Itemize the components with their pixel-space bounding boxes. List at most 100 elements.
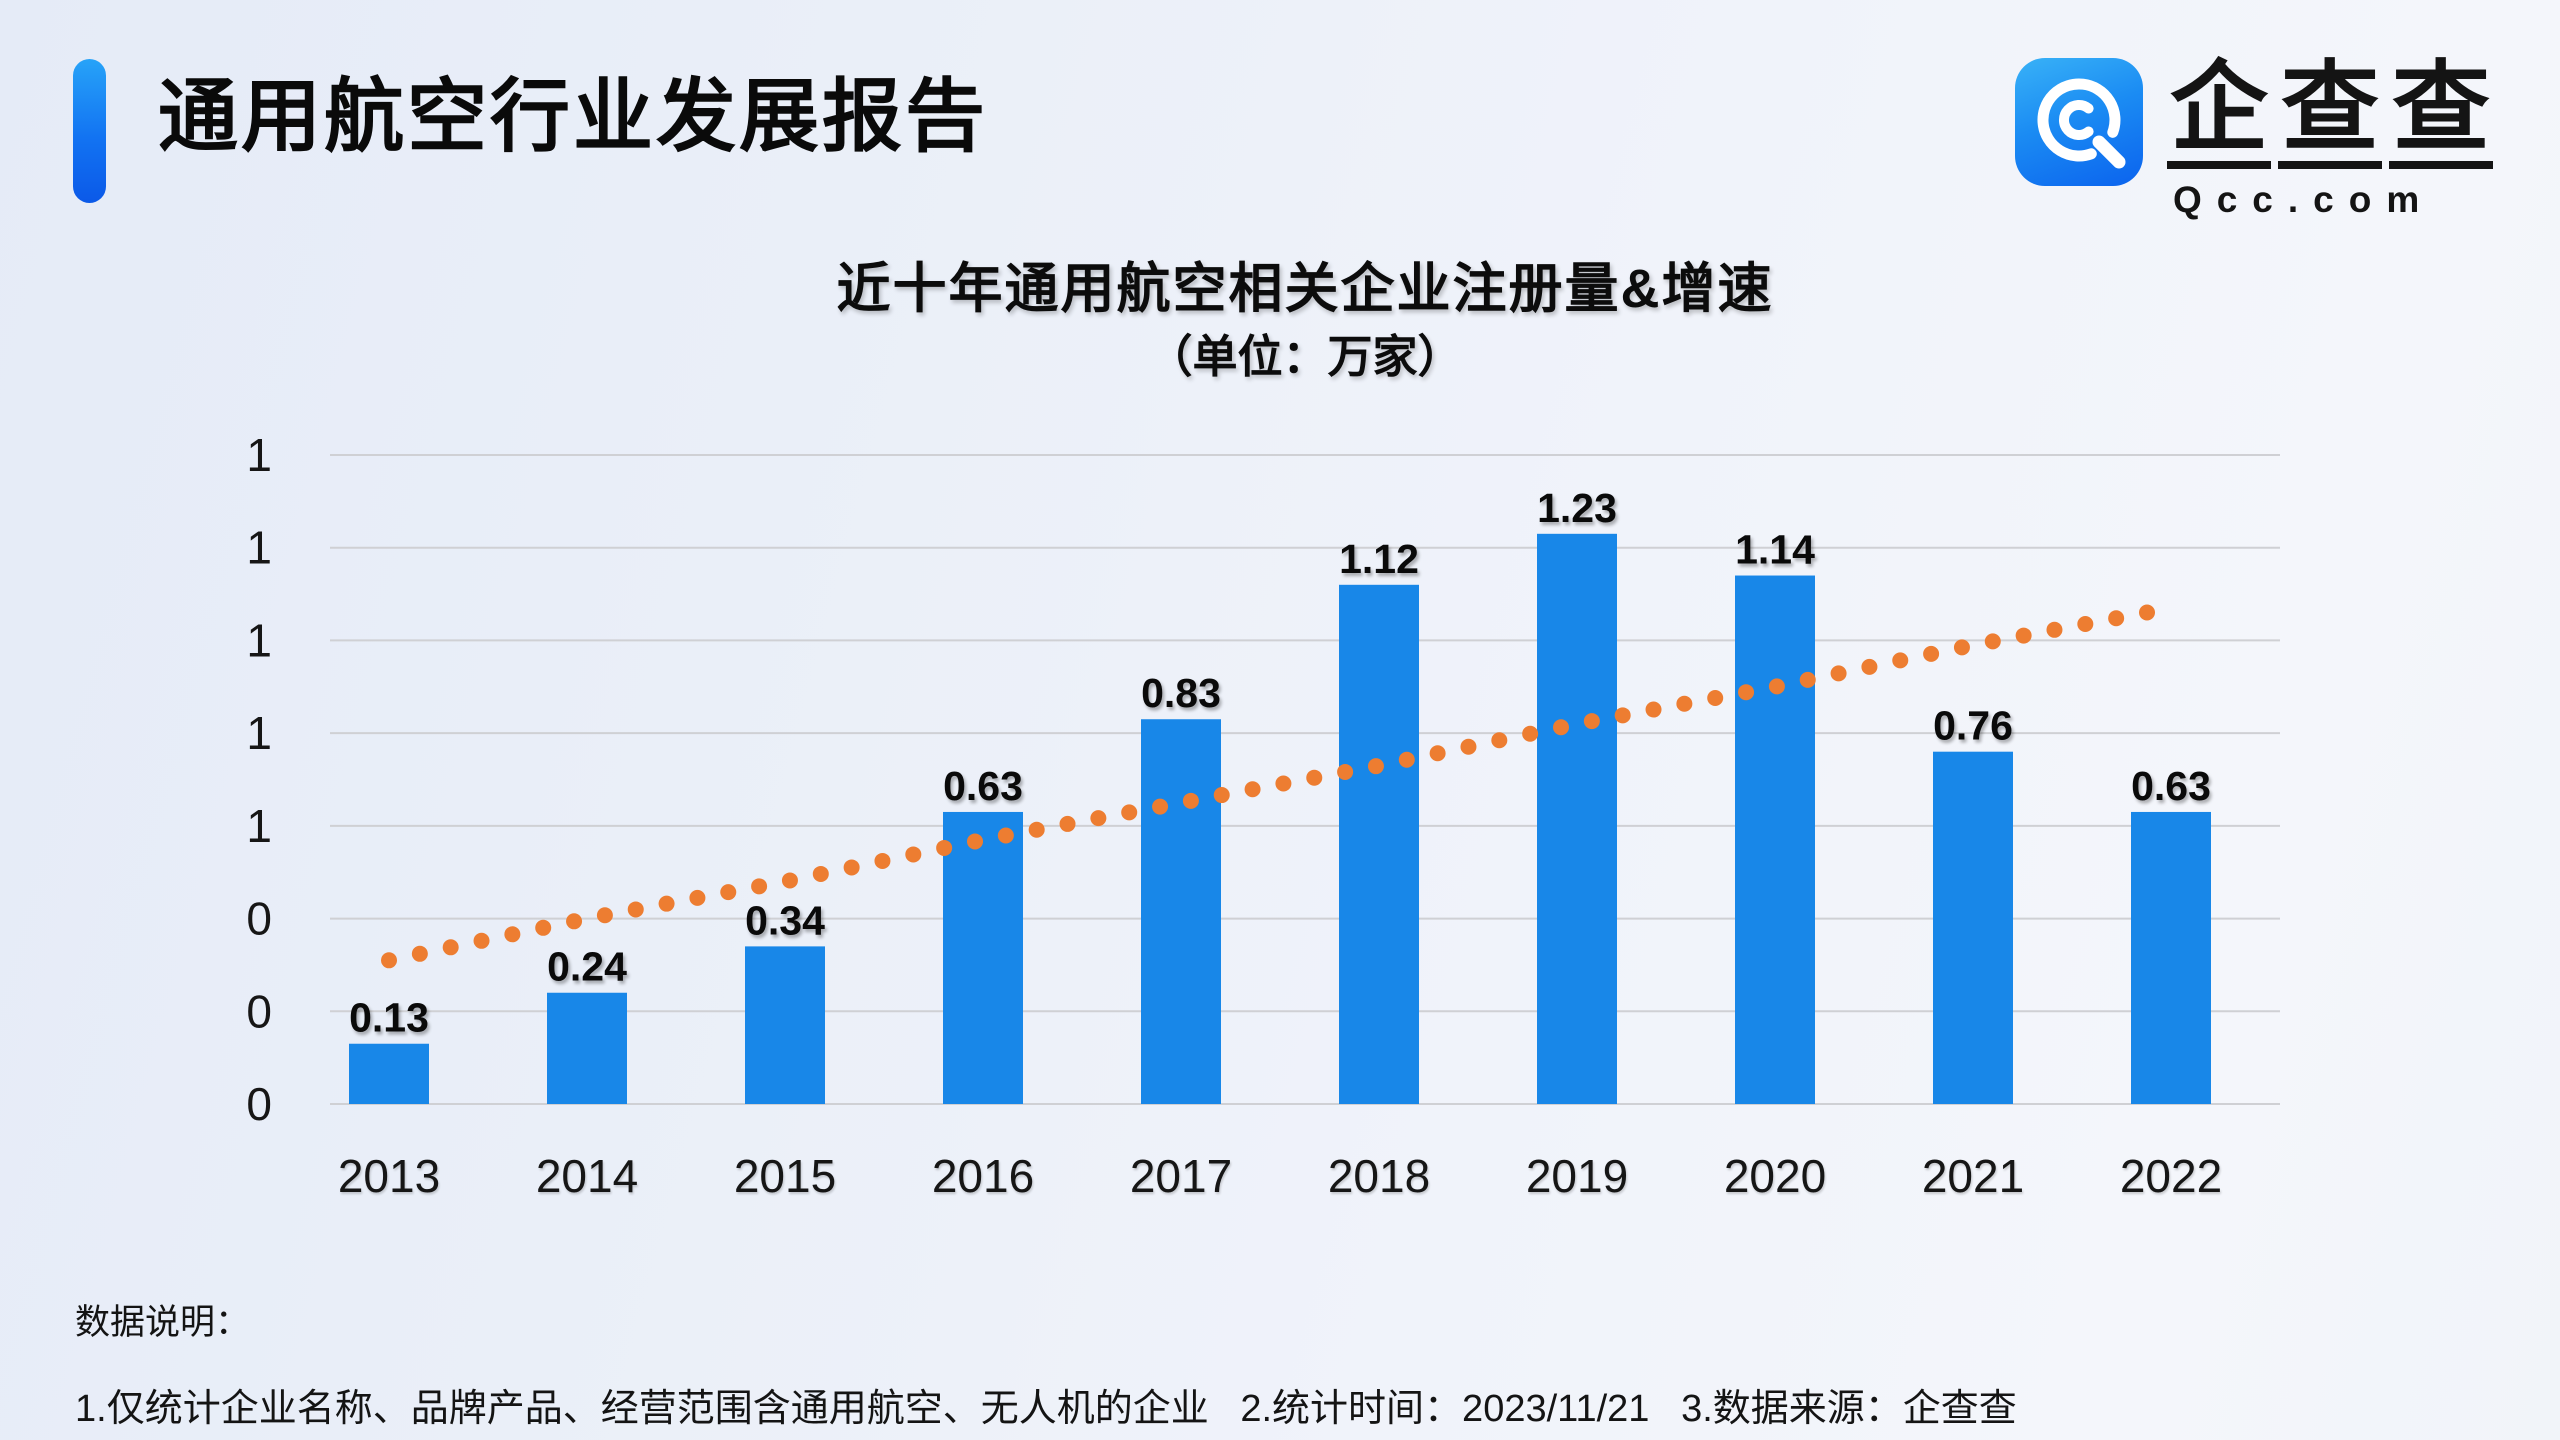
- report-title: 通用航空行业发展报告: [158, 72, 988, 161]
- y-axis-tick-label: 1: [246, 707, 272, 759]
- trend-dot: [1707, 689, 1724, 706]
- trend-dot: [1676, 695, 1693, 712]
- bar-2020: [1735, 575, 1815, 1104]
- x-axis-tick-label: 2022: [2120, 1150, 2222, 1202]
- trend-dot: [504, 926, 521, 943]
- trend-dot: [1337, 763, 1354, 780]
- bar-value-label: 0.83: [1141, 670, 1221, 716]
- x-axis-tick-label: 2015: [734, 1150, 836, 1202]
- trend-dot: [843, 859, 860, 876]
- qcc-brand-name: 企 查 查: [2166, 58, 2500, 169]
- x-axis-tick-label: 2014: [536, 1150, 638, 1202]
- trend-dot: [1984, 633, 2001, 650]
- trend-dot: [1059, 815, 1076, 832]
- trend-dot: [967, 833, 983, 850]
- trend-dot: [1028, 821, 1045, 838]
- x-axis-tick-label: 2020: [1724, 1150, 1826, 1202]
- trend-dot: [1213, 787, 1230, 804]
- trend-dot: [1460, 738, 1477, 755]
- trend-dot: [1614, 707, 1631, 724]
- bar-2022: [2131, 811, 2211, 1104]
- bar-2013: [349, 1043, 429, 1104]
- trend-dot: [905, 846, 922, 863]
- trend-dot: [473, 932, 490, 949]
- x-axis-tick-label: 2017: [1130, 1150, 1232, 1202]
- brand-char: 查: [2277, 58, 2382, 169]
- trend-dot: [1861, 658, 1878, 675]
- trend-dot: [1429, 745, 1446, 762]
- bar-value-label: 1.12: [1339, 536, 1419, 582]
- y-axis-tick-label: 1: [246, 522, 272, 574]
- trend-dot: [1491, 732, 1508, 749]
- trend-dot: [812, 865, 829, 882]
- trend-dot: [2046, 621, 2063, 638]
- trend-dot: [1367, 758, 1384, 775]
- trend-dot: [1152, 798, 1169, 815]
- trend-dot: [1953, 639, 1970, 656]
- trend-dot: [2015, 627, 2032, 644]
- bar-value-label: 0.24: [547, 944, 627, 990]
- trend-dot: [997, 827, 1014, 844]
- trend-dot: [1768, 678, 1785, 695]
- bar-value-label: 0.63: [943, 763, 1023, 809]
- trend-dot: [535, 919, 552, 936]
- bar-value-labels: 0.13 0.24 0.34 0.63 0.83 1.12 1.23 1.14 0.76 0.63: [349, 485, 2211, 1041]
- trend-dot: [1645, 701, 1662, 718]
- notes-line: 1.仅统计企业名称、品牌产品、经营范围含通用航空、无人机的企业 2.统计时间：2…: [75, 1388, 2017, 1430]
- trend-dot: [411, 945, 428, 962]
- x-axis-tick-label: 2018: [1328, 1150, 1430, 1202]
- x-axis-tick-label: 2016: [932, 1150, 1034, 1202]
- growth-trend-dots: [381, 604, 2155, 969]
- trend-dot: [1583, 713, 1600, 730]
- trend-dot: [1306, 769, 1323, 786]
- trend-dot: [936, 839, 953, 856]
- trend-dot: [1522, 725, 1539, 742]
- y-axis-tick-label: 0: [246, 985, 272, 1037]
- qcc-logo-text: 企 查 查 Qcc.com: [2166, 58, 2500, 221]
- trend-dot: [1121, 804, 1138, 821]
- x-axis-tick-label: 2021: [1922, 1150, 2024, 1202]
- x-axis-tick-label: 2013: [338, 1150, 440, 1202]
- bar-2017: [1141, 719, 1221, 1104]
- trend-dot: [658, 895, 675, 912]
- x-axis-tick-label: 2019: [1526, 1150, 1628, 1202]
- bars: [349, 533, 2211, 1104]
- trend-dot: [720, 884, 737, 901]
- trend-dot: [442, 939, 459, 956]
- trend-dot: [1275, 775, 1292, 792]
- trend-dot: [781, 872, 798, 889]
- bar-value-label: 1.14: [1735, 527, 1815, 573]
- bar-value-label: 0.34: [745, 897, 825, 943]
- trend-dot: [1892, 652, 1909, 669]
- bar-2021: [1933, 751, 2013, 1104]
- trend-dot: [627, 901, 644, 918]
- trend-dot: [596, 907, 613, 924]
- bar-value-label: 0.76: [1933, 703, 2013, 749]
- y-axis-tick-label: 1: [246, 614, 272, 666]
- trend-dot: [1830, 665, 1847, 682]
- trend-dot: [2108, 610, 2125, 627]
- x-axis-labels: 2013 2014 2015 2016 2017 2018 2019 2020 2021 2022: [338, 1150, 2222, 1202]
- bar-2018: [1339, 584, 1419, 1104]
- brand-char: 企: [2166, 58, 2271, 169]
- trend-dot: [1244, 781, 1261, 798]
- trend-dot: [1923, 645, 1940, 662]
- chart-subtitle: （单位：万家）: [1147, 331, 1463, 382]
- bar-2015: [745, 946, 825, 1104]
- trend-dot: [2139, 604, 2155, 621]
- bar-value-label: 0.63: [2131, 763, 2211, 809]
- bar-value-label: 1.23: [1537, 485, 1617, 531]
- trend-dot: [689, 889, 706, 906]
- chart-title: 近十年通用航空相关企业注册量&增速: [836, 259, 1774, 319]
- trend-dot: [1799, 671, 1816, 688]
- bar-2014: [547, 992, 627, 1104]
- title-accent-bar: [73, 59, 106, 203]
- bar-2016: [943, 811, 1023, 1104]
- trend-dot: [1738, 684, 1755, 701]
- trend-dot: [2077, 616, 2094, 633]
- qcc-magnifier-q-icon: [2014, 58, 2143, 186]
- trend-dot: [1090, 810, 1107, 827]
- trend-dot: [874, 852, 891, 869]
